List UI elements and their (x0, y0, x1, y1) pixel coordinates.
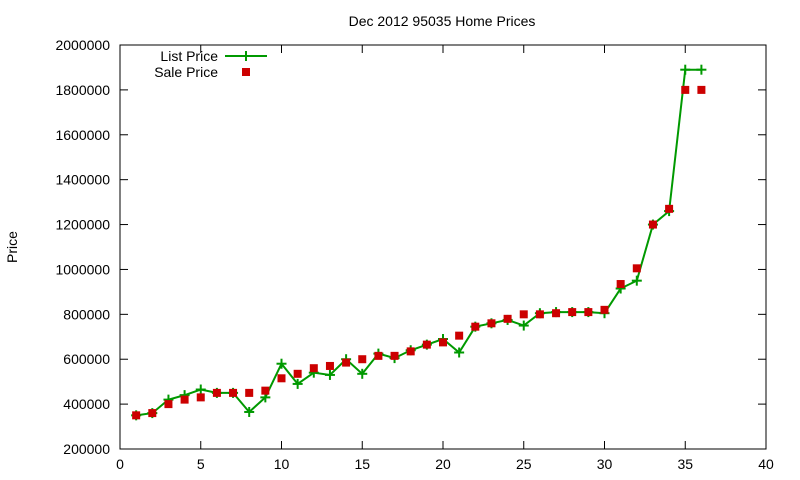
sale-price-point (648, 220, 657, 229)
sale-price-point (325, 361, 334, 370)
list-price-point (292, 378, 303, 389)
sale-price-point (471, 322, 480, 331)
sale-price-point (212, 388, 221, 397)
sale-price-point (196, 393, 205, 402)
y-axis-label: Price (4, 231, 20, 263)
sale-price-point (164, 400, 173, 409)
sale-price-series (132, 85, 706, 420)
list-price-point (195, 384, 206, 395)
sale-price-point (616, 280, 625, 289)
x-tick-label: 40 (758, 456, 774, 472)
x-tick-label: 5 (197, 456, 205, 472)
y-tick-label: 400000 (63, 396, 110, 412)
list-price-point (631, 275, 642, 286)
y-tick-label: 600000 (63, 351, 110, 367)
legend-label-sale-price: Sale Price (154, 64, 218, 80)
sale-price-point (390, 351, 399, 360)
x-tick-label: 10 (274, 456, 290, 472)
sale-price-point (261, 386, 270, 395)
sale-price-point (132, 411, 141, 420)
legend-marker-sale-price (242, 68, 250, 76)
sale-price-point (503, 314, 512, 323)
legend-marker-list-price (241, 51, 251, 61)
list-price-series (131, 64, 707, 421)
sale-price-point (584, 308, 593, 317)
sale-price-point (229, 388, 238, 397)
list-price-point (244, 406, 255, 417)
list-price-point (696, 64, 707, 75)
legend-label-list-price: List Price (160, 48, 218, 64)
sale-price-point (665, 204, 674, 213)
x-tick-label: 15 (354, 456, 370, 472)
x-tick-label: 20 (435, 456, 451, 472)
sale-price-point (568, 308, 577, 317)
x-tick-label: 25 (516, 456, 532, 472)
sale-price-point (374, 351, 383, 360)
y-tick-label: 200000 (63, 441, 110, 457)
sale-price-point (439, 338, 447, 347)
list-price-point (680, 64, 691, 75)
sale-price-point (342, 358, 351, 367)
y-tick-label: 1800000 (55, 82, 110, 98)
sale-price-point (358, 355, 367, 364)
sale-price-point (681, 85, 690, 94)
y-tick-label: 1600000 (55, 127, 110, 143)
y-axis: 200000 400000 600000 800000 1000000 1200000 14… (55, 37, 766, 457)
list-price-point (518, 320, 529, 331)
sale-price-point (245, 388, 254, 397)
sale-price-point (293, 369, 302, 378)
sale-price-point (309, 364, 318, 373)
y-tick-label: 800000 (63, 306, 110, 322)
y-tick-label: 1200000 (55, 217, 110, 233)
sale-price-point (535, 310, 544, 319)
series-layer (131, 64, 707, 421)
sale-price-point (180, 395, 189, 404)
y-tick-label: 2000000 (55, 37, 110, 53)
x-tick-label: 30 (597, 456, 613, 472)
sale-price-point (148, 409, 157, 418)
sale-price-point (422, 340, 431, 349)
sale-price-point (632, 264, 641, 273)
chart-title: Dec 2012 95035 Home Prices (349, 13, 536, 29)
sale-price-point (697, 85, 706, 94)
list-price-point (276, 358, 287, 369)
list-price-point (324, 369, 335, 380)
sale-price-point (600, 305, 609, 314)
list-price-point (454, 347, 465, 358)
sale-price-point (455, 331, 464, 340)
y-tick-label: 1400000 (55, 172, 110, 188)
list-price-line (136, 68, 702, 417)
x-axis: 0 5 10 15 20 25 30 35 40 (116, 45, 774, 472)
sale-price-point (487, 319, 496, 328)
sale-price-point (552, 309, 561, 318)
x-tick-label: 35 (677, 456, 693, 472)
sale-price-point (406, 347, 415, 356)
x-tick-label: 0 (116, 456, 124, 472)
y-tick-label: 1000000 (55, 261, 110, 277)
sale-price-point (277, 374, 286, 383)
list-price-point (357, 368, 368, 379)
sale-price-point (519, 310, 528, 319)
